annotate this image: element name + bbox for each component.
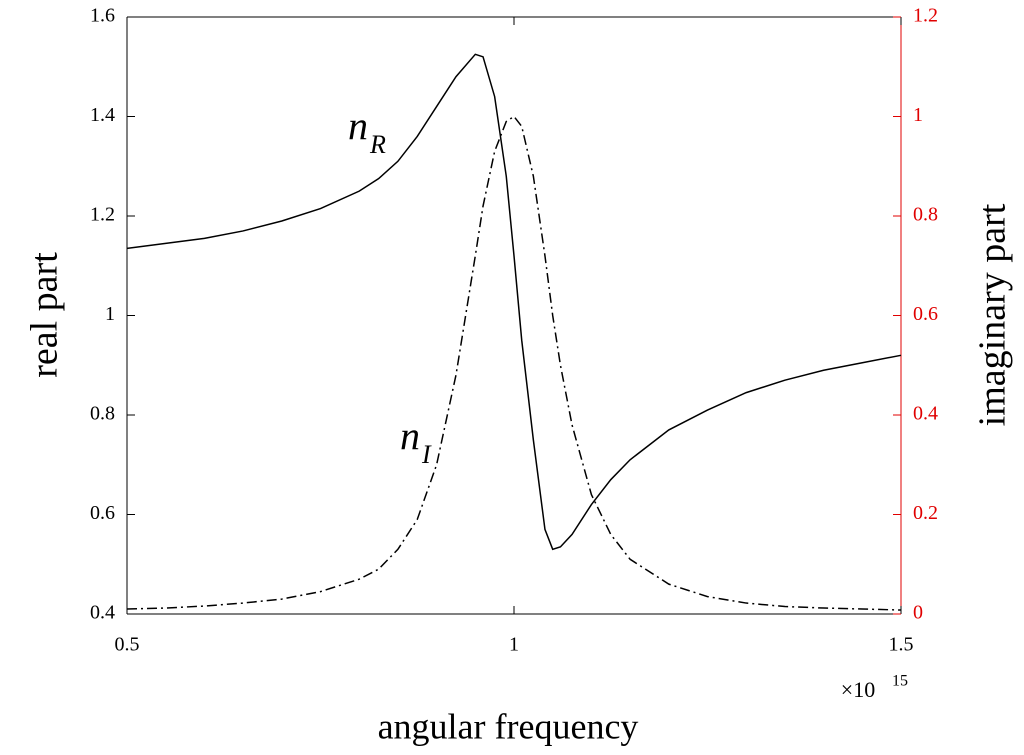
y-tick-label: 1.2 (90, 204, 115, 226)
y2-tick-label: 0.8 (913, 204, 938, 226)
y-tick-label: 1.4 (90, 104, 115, 126)
y-axis-label: real part (24, 252, 66, 378)
series-line (126, 115, 902, 611)
y2-tick-label: 0.6 (913, 303, 938, 325)
y-tick-label: 0.4 (90, 602, 115, 624)
x-axis-label: angular frequency (378, 706, 639, 746)
x-multiplier: ×10 (841, 677, 875, 702)
annotation-sub: I (421, 440, 432, 469)
series-line (126, 53, 902, 551)
annotation: n (348, 103, 368, 148)
x-tick-label: 1 (509, 634, 519, 656)
x-tick-label: 0.5 (115, 634, 140, 656)
y-tick-label: 1.6 (90, 5, 115, 27)
y2-axis-label: imaginary part (972, 203, 1014, 426)
y2-tick-label: 1 (913, 104, 923, 126)
x-multiplier-power: 15 (892, 673, 908, 690)
x-tick-label: 1.5 (889, 634, 914, 656)
y-tick-label: 1 (105, 303, 115, 325)
annotation-sub: R (369, 130, 386, 159)
y2-tick-label: 0 (913, 602, 923, 624)
y2-tick-label: 0.4 (913, 403, 938, 425)
y-tick-label: 0.6 (90, 502, 115, 524)
y-tick-label: 0.8 (90, 403, 115, 425)
y2-tick-label: 1.2 (913, 5, 938, 27)
annotation: n (400, 413, 420, 458)
y2-tick-label: 0.2 (913, 502, 938, 524)
